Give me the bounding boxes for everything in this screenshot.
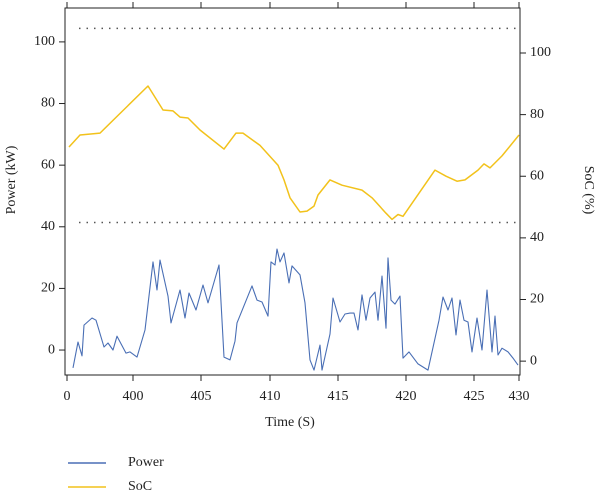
y2-tick-label: 60	[530, 168, 544, 183]
y2-tick-label: 40	[530, 230, 544, 245]
y-tick-label: 100	[34, 34, 55, 49]
series-line	[72, 248, 519, 371]
legend-label: SoC	[128, 479, 152, 494]
x-tick-label: 420	[396, 389, 417, 404]
y2-tick-label: 0	[530, 353, 537, 368]
x-tick-label: 410	[260, 389, 281, 404]
x-axis-label: Time (S)	[265, 415, 315, 430]
legend-label: Power	[128, 455, 164, 470]
plot-frame	[64, 7, 521, 376]
x-tick-label: 430	[509, 389, 530, 404]
y-tick-label: 60	[41, 157, 55, 172]
y2-tick-label: 100	[530, 45, 551, 60]
x-tick-label: 400	[123, 389, 144, 404]
y2-axis-label: SoC (%)	[581, 166, 596, 215]
x-tick-label: 425	[464, 389, 485, 404]
y-tick-label: 20	[41, 281, 55, 296]
x-tick-label: 0	[64, 389, 71, 404]
y2-tick-label: 20	[530, 292, 544, 307]
y-tick-label: 40	[41, 219, 55, 234]
y-tick-label: 80	[41, 96, 55, 111]
y-tick-label: 0	[48, 342, 55, 357]
x-tick-label: 405	[191, 389, 212, 404]
series-line	[68, 85, 520, 221]
y-axis-label: Power (kW)	[4, 145, 19, 214]
x-tick-label: 415	[328, 389, 349, 404]
y2-tick-label: 80	[530, 107, 544, 122]
